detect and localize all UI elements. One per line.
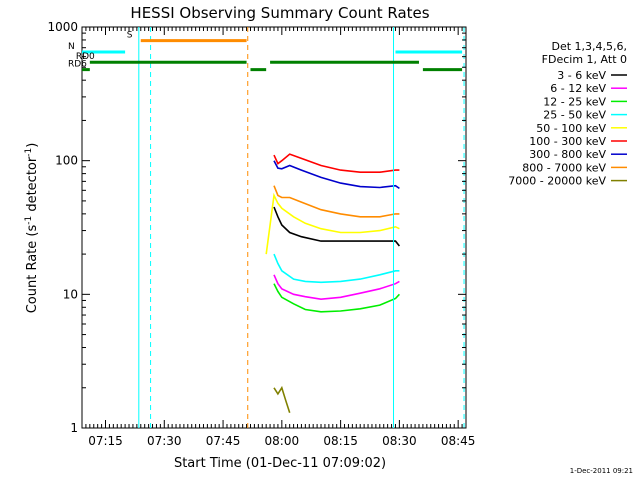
legend-item-label: 300 - 800 keV xyxy=(529,148,606,161)
legend: Det 1,3,4,5,6, FDecim 1, Att 0 3 - 6 keV… xyxy=(508,40,627,188)
legend-item-label: 6 - 12 keV xyxy=(550,82,606,95)
y-axis: 1 10 100 1000 xyxy=(47,20,466,435)
plot-frame xyxy=(81,26,467,429)
series-line xyxy=(265,192,400,255)
legend-item-label: 7000 - 20000 keV xyxy=(508,175,606,188)
flag-label: RD0 xyxy=(76,52,95,62)
legend-item-label: 50 - 100 keV xyxy=(536,122,606,135)
x-tick-label: 07:30 xyxy=(147,434,182,448)
legend-item-label: 25 - 50 keV xyxy=(543,109,606,122)
x-tick-label: 08:30 xyxy=(382,434,417,448)
y-axis-label: Count Rate (s-1 detector-1) xyxy=(24,143,40,314)
y-tick-label: 1000 xyxy=(47,20,78,34)
chart-title: HESSI Observing Summary Count Rates xyxy=(130,4,429,22)
legend-header-detectors: Det 1,3,4,5,6, xyxy=(551,40,627,53)
date-stamp: 1-Dec-2011 09:21 xyxy=(570,467,633,475)
flag-label: RD6 xyxy=(68,60,87,70)
y-tick-label: 10 xyxy=(63,287,78,301)
x-tick-label: 08:00 xyxy=(265,434,300,448)
y-tick-label: 1 xyxy=(70,421,78,435)
series-line xyxy=(273,274,400,301)
x-axis: 07:15 07:30 07:45 08:00 08:15 08:30 08:45 xyxy=(81,27,476,448)
vertical-markers xyxy=(138,27,465,428)
series-line xyxy=(273,283,400,313)
series-line xyxy=(273,160,400,190)
y-axis-label-part: Count Rate (s xyxy=(25,225,40,314)
series-layer xyxy=(265,153,401,414)
y-axis-label-superscript: -1 xyxy=(24,148,34,157)
x-axis-label: Start Time (01-Dec-11 07:09:02) xyxy=(174,456,386,471)
x-tick-label: 08:15 xyxy=(323,434,358,448)
series-line xyxy=(273,385,291,414)
legend-item-label: 800 - 7000 keV xyxy=(522,161,606,174)
legend-header-decimation: FDecim 1, Att 0 xyxy=(542,53,627,66)
series-line xyxy=(273,206,401,247)
y-tick-label: 100 xyxy=(55,154,78,168)
flag-label: S xyxy=(127,31,133,41)
x-tick-label: 08:45 xyxy=(441,434,476,448)
legend-item-label: 3 - 6 keV xyxy=(557,69,606,82)
y-axis-label-superscript: -1 xyxy=(24,216,34,225)
series-line xyxy=(273,253,400,284)
series-line xyxy=(273,185,400,218)
legend-item-label: 100 - 300 keV xyxy=(529,135,606,148)
x-tick-label: 07:45 xyxy=(206,434,241,448)
flag-label: N xyxy=(68,42,75,52)
y-axis-label-part: ) xyxy=(25,143,40,148)
x-tick-label: 07:15 xyxy=(88,434,123,448)
y-axis-label-part: detector xyxy=(25,156,40,216)
series-line xyxy=(273,153,400,173)
legend-item-label: 12 - 25 keV xyxy=(543,95,606,108)
